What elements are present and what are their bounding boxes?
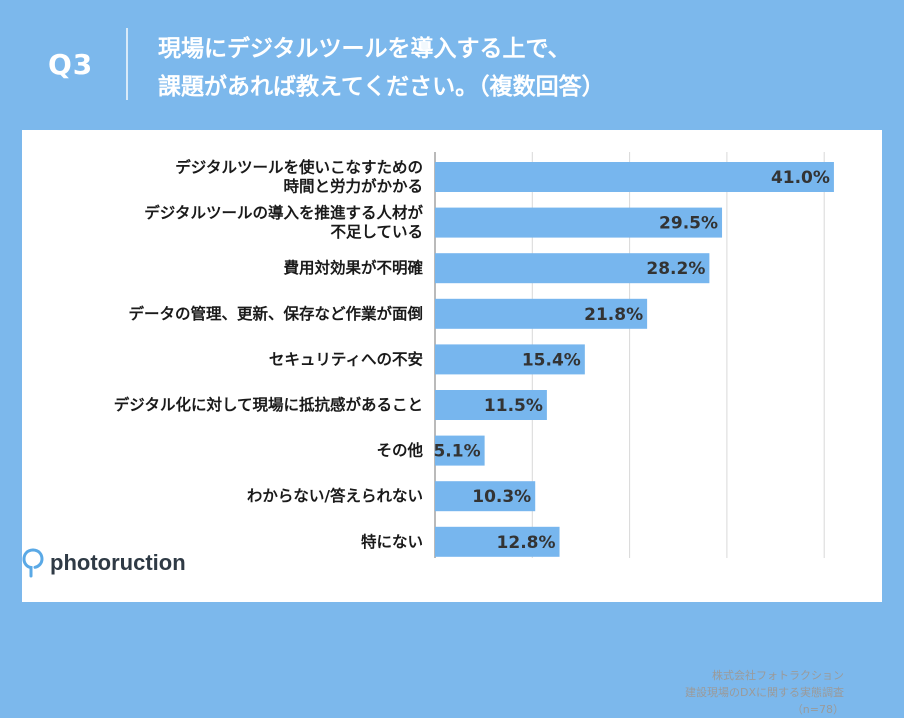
source-note: 株式会社フォトラクション 建設現場のDXに関する実態調査 （n=78） xyxy=(685,667,844,718)
category-label: セキュリティへの不安 xyxy=(269,349,423,368)
category-label: 費用対効果が不明確 xyxy=(283,258,423,277)
value-label: 28.2% xyxy=(646,259,705,279)
question-header: Q3 現場にデジタルツールを導入する上で、 課題があれば教えてください。（複数回… xyxy=(0,0,904,124)
value-label: 11.5% xyxy=(484,396,543,416)
question-line-1: 現場にデジタルツールを導入する上で、 xyxy=(158,36,571,62)
brand-logo: photoruction xyxy=(22,548,186,578)
category-label: わからない/答えられない xyxy=(247,486,423,505)
value-label: 41.0% xyxy=(771,168,830,188)
category-label: データの管理、更新、保存など作業が面倒 xyxy=(128,304,423,323)
bar xyxy=(435,481,536,512)
bar xyxy=(435,344,585,375)
brand-name: photoruction xyxy=(50,550,186,575)
question-text: 現場にデジタルツールを導入する上で、 課題があれば教えてください。（複数回答） xyxy=(158,30,605,106)
source-company: 株式会社フォトラクション xyxy=(712,669,844,682)
value-label: 29.5% xyxy=(659,214,718,234)
category-label: 時間と労力がかかる xyxy=(283,177,423,196)
source-sample: （n=78） xyxy=(791,703,844,716)
category-label: 特にない xyxy=(361,532,423,551)
photoruction-logo-icon xyxy=(22,548,44,578)
bar xyxy=(435,162,834,192)
question-number: Q3 xyxy=(48,48,94,81)
bar xyxy=(435,298,648,329)
value-label: 12.8% xyxy=(497,533,556,553)
bar xyxy=(435,390,547,420)
chart-panel: 41.0% デジタルツールを使いこなすための 時間と労力がかかる 29.5% デジタルツ… xyxy=(22,130,882,716)
value-label: 5.1% xyxy=(433,442,480,462)
header-divider xyxy=(126,28,128,100)
bar xyxy=(435,207,723,238)
bar xyxy=(435,435,485,466)
category-label: デジタル化に対して現場に抵抗感があること xyxy=(114,395,423,414)
bar xyxy=(435,253,710,284)
question-line-2: 課題があれば教えてください。（複数回答） xyxy=(158,74,605,100)
category-label: 不足している xyxy=(330,223,423,241)
category-label: デジタルツールを使いこなすための xyxy=(175,158,423,177)
value-label: 21.8% xyxy=(584,305,643,325)
category-label: その他 xyxy=(376,441,423,460)
value-label: 10.3% xyxy=(472,487,531,507)
category-label: デジタルツールの導入を推進する人材が xyxy=(144,203,423,222)
source-survey: 建設現場のDXに関する実態調査 xyxy=(684,686,844,699)
bar xyxy=(435,526,560,557)
value-label: 15.4% xyxy=(522,350,581,370)
